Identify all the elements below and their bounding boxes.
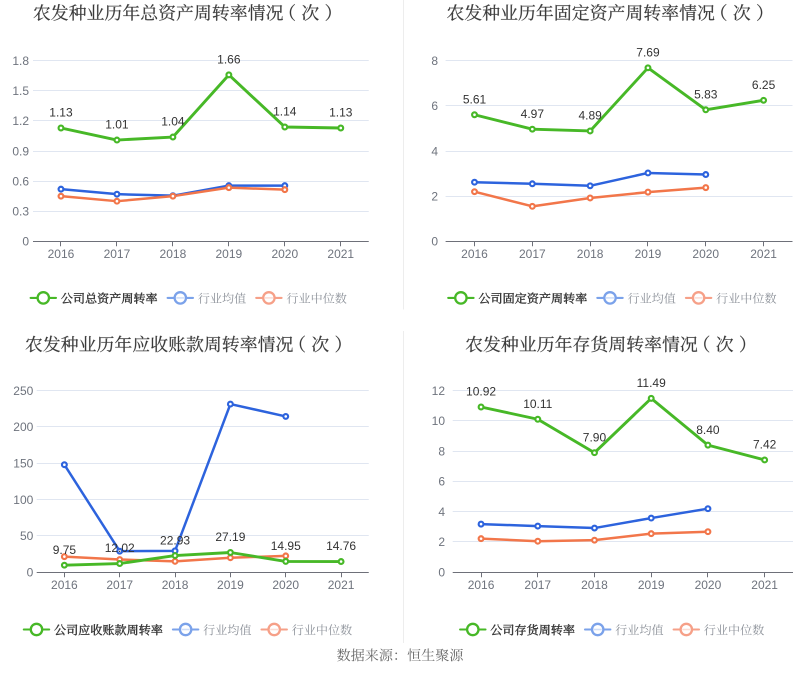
svg-text:2016: 2016 [48, 247, 75, 261]
svg-text:4: 4 [431, 144, 438, 158]
svg-text:0: 0 [27, 565, 34, 579]
svg-text:2018: 2018 [160, 247, 187, 261]
svg-text:2017: 2017 [106, 578, 133, 592]
svg-text:1.01: 1.01 [105, 118, 129, 132]
svg-text:100: 100 [13, 493, 33, 507]
svg-text:14.76: 14.76 [326, 539, 356, 553]
svg-text:2: 2 [438, 535, 445, 549]
svg-text:50: 50 [20, 529, 34, 543]
svg-text:0.6: 0.6 [12, 174, 29, 188]
svg-text:9.75: 9.75 [53, 543, 77, 557]
svg-text:10.11: 10.11 [523, 397, 552, 411]
svg-text:2020: 2020 [272, 578, 299, 592]
svg-text:8.40: 8.40 [696, 423, 720, 437]
svg-text:2020: 2020 [271, 247, 298, 261]
svg-text:200: 200 [13, 420, 33, 434]
svg-text:1.04: 1.04 [161, 115, 185, 129]
svg-text:7.90: 7.90 [583, 430, 607, 444]
svg-text:2021: 2021 [328, 578, 355, 592]
svg-text:4.97: 4.97 [521, 107, 545, 121]
svg-text:2018: 2018 [162, 578, 189, 592]
svg-text:1.66: 1.66 [217, 53, 241, 67]
svg-text:2017: 2017 [519, 247, 546, 261]
svg-text:2021: 2021 [751, 578, 778, 592]
svg-text:250: 250 [13, 384, 33, 398]
svg-text:2019: 2019 [635, 247, 662, 261]
svg-text:7.69: 7.69 [636, 46, 660, 60]
svg-text:6: 6 [438, 475, 445, 489]
svg-text:1.8: 1.8 [12, 54, 29, 68]
svg-text:2016: 2016 [468, 578, 495, 592]
svg-text:11.49: 11.49 [637, 376, 666, 390]
svg-text:150: 150 [13, 456, 33, 470]
svg-text:2019: 2019 [217, 578, 244, 592]
svg-text:7.42: 7.42 [753, 438, 777, 452]
svg-text:4: 4 [438, 505, 445, 519]
svg-text:0: 0 [22, 235, 29, 249]
svg-text:2016: 2016 [51, 578, 78, 592]
svg-text:2021: 2021 [327, 247, 354, 261]
svg-text:0.9: 0.9 [12, 144, 29, 158]
svg-text:1.13: 1.13 [329, 106, 353, 120]
svg-text:2019: 2019 [215, 247, 242, 261]
svg-text:2016: 2016 [461, 247, 488, 261]
svg-text:10: 10 [432, 414, 446, 428]
svg-text:8: 8 [431, 54, 438, 68]
svg-text:6.25: 6.25 [752, 78, 776, 92]
svg-text:5.61: 5.61 [463, 92, 487, 106]
svg-text:2021: 2021 [750, 247, 777, 261]
svg-text:12.02: 12.02 [105, 541, 135, 555]
svg-text:8: 8 [438, 444, 445, 458]
svg-text:1.13: 1.13 [49, 106, 73, 120]
svg-text:2019: 2019 [638, 578, 665, 592]
svg-text:2018: 2018 [581, 578, 608, 592]
svg-text:2017: 2017 [524, 578, 551, 592]
svg-text:4.89: 4.89 [578, 109, 602, 123]
svg-text:2018: 2018 [577, 247, 604, 261]
svg-text:0.3: 0.3 [12, 204, 29, 218]
svg-text:0: 0 [438, 565, 445, 579]
svg-text:14.95: 14.95 [271, 539, 301, 553]
svg-text:27.19: 27.19 [215, 530, 245, 544]
svg-text:1.2: 1.2 [12, 114, 29, 128]
svg-text:1.5: 1.5 [12, 84, 29, 98]
svg-text:22.93: 22.93 [160, 533, 190, 547]
svg-text:1.14: 1.14 [273, 105, 297, 119]
svg-text:6: 6 [431, 99, 438, 113]
svg-text:2: 2 [431, 189, 438, 203]
svg-text:2017: 2017 [104, 247, 131, 261]
svg-text:2020: 2020 [695, 578, 722, 592]
svg-text:10.92: 10.92 [466, 385, 496, 399]
svg-text:12: 12 [432, 384, 446, 398]
svg-text:5.83: 5.83 [694, 87, 718, 101]
svg-text:0: 0 [431, 235, 438, 249]
svg-text:2020: 2020 [692, 247, 719, 261]
